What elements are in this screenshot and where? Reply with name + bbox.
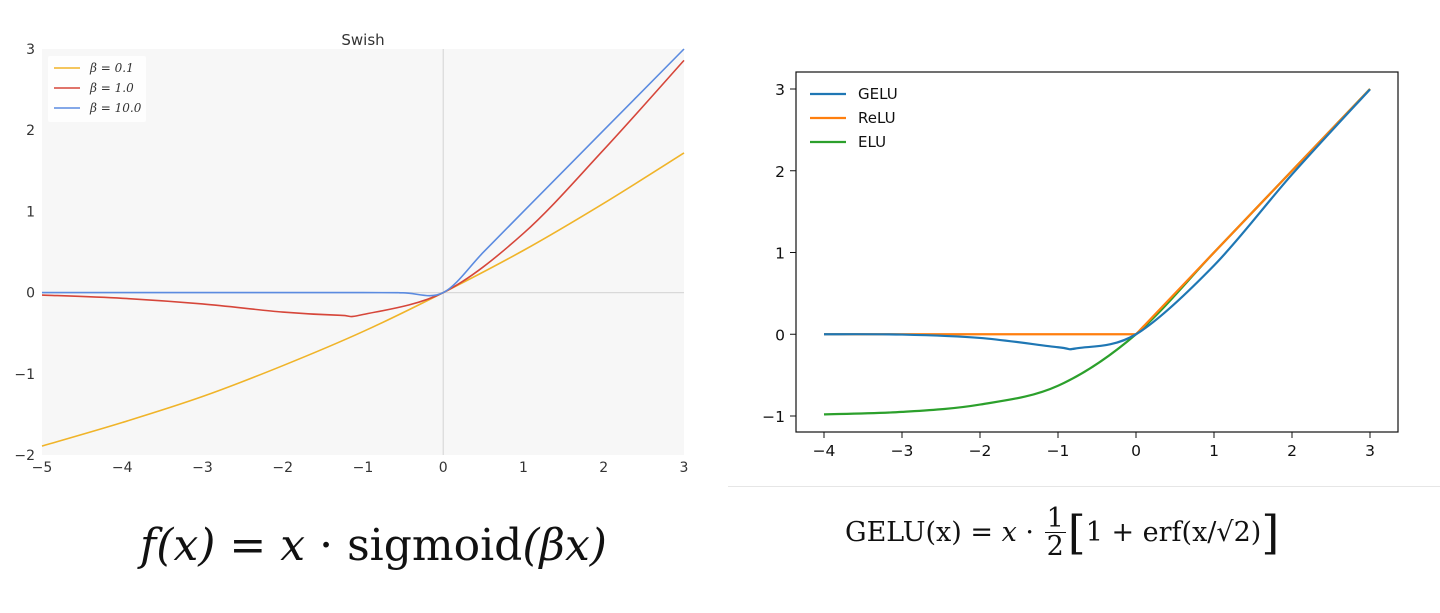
gelu-legend-label: ReLU — [858, 109, 896, 127]
swish-series-line — [41, 59, 685, 318]
swish-x-tick-label: 2 — [599, 460, 608, 476]
gelu-legend-label: ELU — [858, 133, 886, 151]
gelu-formula-right-bracket: ] — [1261, 505, 1280, 560]
section-divider — [728, 486, 1440, 487]
swish-y-tick-label: 3 — [26, 42, 35, 58]
swish-formula: f(x) = x · sigmoid(βx) — [140, 520, 607, 571]
gelu-series-line — [824, 88, 1371, 336]
swish-formula-fn: sigmoid — [347, 520, 523, 571]
swish-series-line — [41, 48, 685, 297]
gelu-formula-denominator: 2 — [1046, 531, 1064, 562]
swish-x-tick-label: −3 — [192, 460, 213, 476]
gelu-legend-label: GELU — [858, 85, 898, 103]
swish-chart-title: Swish — [341, 31, 384, 49]
gelu-y-tick-label: 1 — [775, 245, 785, 263]
swish-legend-box — [48, 56, 146, 122]
gelu-formula-inner: 1 + erf(x/√2) — [1085, 517, 1262, 548]
swish-y-tick-label: 1 — [26, 204, 35, 220]
gelu-y-tick-label: 0 — [775, 326, 785, 344]
gelu-plot-frame — [795, 71, 1399, 433]
swish-x-tick-label: −5 — [32, 460, 53, 476]
swish-formula-lhs: f(x) — [140, 520, 216, 571]
swish-x-tick-label: −1 — [353, 460, 374, 476]
swish-x-tick-label: −2 — [272, 460, 293, 476]
gelu-series-line — [823, 88, 1371, 351]
swish-x-tick-label: −4 — [112, 460, 133, 476]
gelu-x-tick-label: −4 — [813, 442, 836, 460]
swish-plot-area — [42, 49, 684, 455]
gelu-legend: GELU ReLU ELU — [810, 85, 898, 151]
gelu-formula-lhs: GELU(x) — [845, 517, 962, 548]
swish-x-tick-label: 3 — [680, 460, 689, 476]
swish-x-tick-label: 1 — [519, 460, 528, 476]
gelu-x-tick-label: 2 — [1287, 442, 1297, 460]
swish-legend-label: β = 1.0 — [89, 81, 134, 95]
swish-formula-eq: = — [215, 520, 281, 571]
gelu-y-tick-label: −1 — [762, 408, 785, 426]
gelu-formula-eq: = — [961, 517, 1002, 548]
gelu-y-tick-label: 3 — [775, 81, 785, 99]
swish-legend-label: β = 0.1 — [89, 61, 134, 75]
gelu-x-tick-label: −3 — [891, 442, 914, 460]
gelu-x-tick-label: 1 — [1209, 442, 1219, 460]
swish-y-tick-label: 2 — [26, 123, 35, 139]
swish-chart: Swish −5 −4 −3 −2 −1 0 1 2 3 3 2 1 0 −1 −2 β = 0.1 β = 1.… — [14, 31, 688, 476]
swish-legend: β = 0.1 β = 1.0 β = 10.0 — [48, 56, 146, 122]
swish-formula-var: x — [280, 520, 306, 571]
gelu-formula-dot: · — [1016, 517, 1043, 548]
swish-legend-label: β = 10.0 — [89, 101, 142, 115]
gelu-formula-var: x — [1001, 517, 1017, 548]
gelu-formula-left-bracket: [ — [1067, 505, 1086, 560]
swish-y-tick-label: 0 — [26, 286, 35, 302]
swish-formula-arg: (βx) — [522, 520, 607, 571]
gelu-formula: GELU(x) = x · 1 2 [1 + erf(x/√2)] — [845, 505, 1279, 560]
gelu-y-tick-label: 2 — [775, 163, 785, 181]
swish-x-tick-label: 0 — [439, 460, 448, 476]
gelu-formula-numerator: 1 — [1044, 503, 1066, 534]
swish-series-line — [41, 152, 685, 447]
swish-formula-dot: · — [305, 520, 348, 571]
gelu-relu-elu-chart: −4 −3 −2 −1 0 1 2 3 3 2 1 0 −1 GELU ReLU ELU — [762, 71, 1399, 460]
gelu-x-tick-label: −2 — [969, 442, 992, 460]
gelu-x-tick-label: 0 — [1131, 442, 1141, 460]
swish-y-tick-label: −2 — [14, 448, 35, 464]
swish-y-tick-label: −1 — [14, 367, 35, 383]
gelu-x-tick-label: 3 — [1365, 442, 1375, 460]
gelu-x-tick-label: −1 — [1047, 442, 1070, 460]
